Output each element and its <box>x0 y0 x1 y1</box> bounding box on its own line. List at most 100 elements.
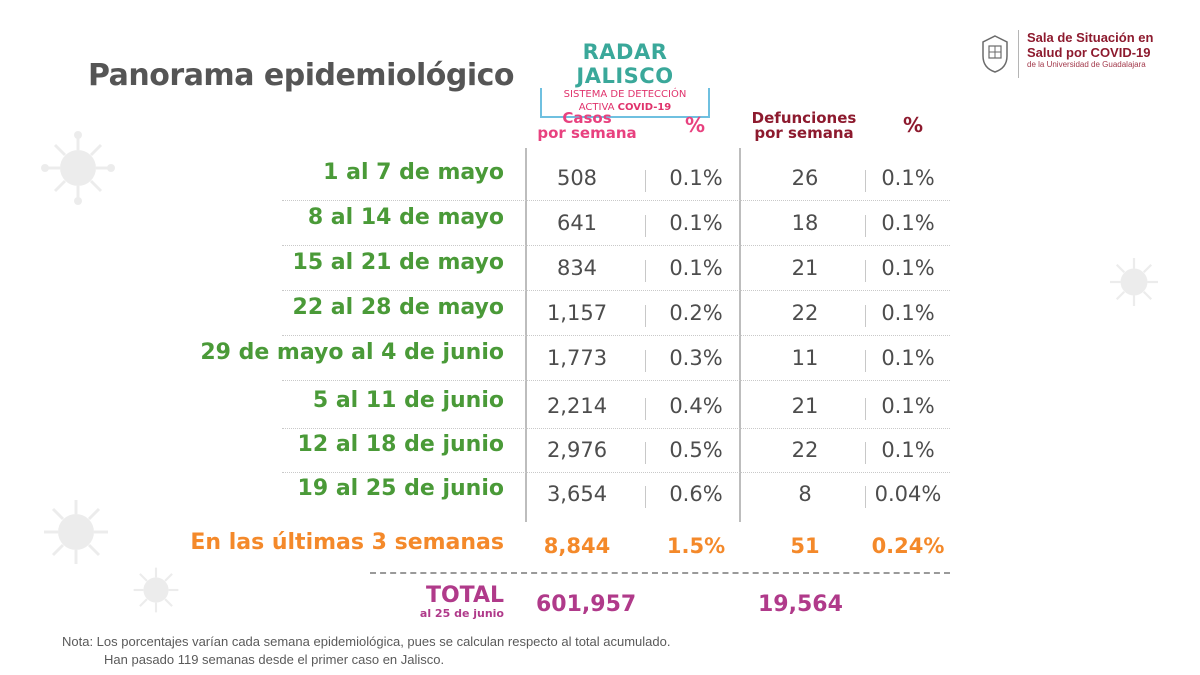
cell-separator <box>865 350 866 372</box>
week-label: 22 al 28 de mayo <box>292 295 504 320</box>
cell-separator <box>645 305 646 327</box>
summary-label: En las últimas 3 semanas <box>190 530 504 555</box>
total-cases-value: 601,957 <box>536 592 637 617</box>
row-divider <box>282 200 950 201</box>
cases-value: 2,976 <box>546 438 608 462</box>
row-divider <box>282 245 950 246</box>
total-date: al 25 de junio <box>419 607 504 620</box>
cell-separator <box>645 260 646 282</box>
deaths-pct-value: 0.1% <box>881 256 935 280</box>
column-header-deaths-line1: Defunciones <box>751 109 857 127</box>
cell-separator <box>645 486 646 508</box>
week-label: 29 de mayo al 4 de junio <box>200 340 504 365</box>
cases-pct-value: 0.1% <box>669 211 723 235</box>
deaths-pct-value: 0.1% <box>881 438 935 462</box>
deaths-value: 8 <box>798 482 812 506</box>
page-title: Panorama epidemiológico <box>88 58 515 93</box>
week-label: 19 al 25 de junio <box>297 476 504 501</box>
virus-icon <box>41 131 115 205</box>
cases-value: 641 <box>556 211 598 235</box>
university-seal-icon <box>982 35 1008 73</box>
cases-pct-value: 0.4% <box>669 394 723 418</box>
summary-cases-value: 8,844 <box>543 534 611 558</box>
cases-value: 3,654 <box>546 482 608 506</box>
cases-pct-value: 0.1% <box>669 166 723 190</box>
row-divider <box>282 290 950 291</box>
radar-subtitle-line1: SISTEMA DE DETECCIÓN <box>563 89 687 100</box>
cases-value: 834 <box>556 256 598 280</box>
cases-value: 1,773 <box>546 346 608 370</box>
summary-cases-pct-value: 1.5% <box>666 534 726 558</box>
deaths-value: 21 <box>791 394 819 418</box>
deaths-pct-value: 0.1% <box>881 346 935 370</box>
deaths-value: 11 <box>791 346 819 370</box>
radar-jalisco-logo: RADAR JALISCO SISTEMA DE DETECCIÓN ACTIV… <box>532 40 718 118</box>
cell-separator <box>865 305 866 327</box>
cell-separator <box>645 215 646 237</box>
brand-line3: de la Universidad de Guadalajara <box>1027 60 1146 69</box>
brand-line1: Sala de Situación en <box>1027 30 1154 45</box>
week-label: 8 al 14 de mayo <box>307 205 504 230</box>
table-row: 15 al 21 de mayo 834 0.1% 21 0.1% <box>0 250 1200 294</box>
column-header-deaths-pct: % <box>902 113 924 137</box>
summary-deaths-pct-value: 0.24% <box>871 534 945 558</box>
table-row: 8 al 14 de mayo 641 0.1% 18 0.1% <box>0 205 1200 249</box>
summary-row: En las últimas 3 semanas 8,844 1.5% 51 0… <box>0 530 1200 564</box>
week-label: 1 al 7 de mayo <box>323 160 504 185</box>
footnote: Nota: Los porcentajes varían cada semana… <box>62 633 670 669</box>
summary-deaths-value: 51 <box>790 534 820 558</box>
deaths-value: 18 <box>791 211 819 235</box>
radar-subtitle-pre: ACTIVA <box>578 102 615 113</box>
row-divider <box>282 380 950 381</box>
brand-divider <box>1018 30 1019 78</box>
deaths-pct-value: 0.1% <box>881 301 935 325</box>
virus-icon <box>1110 258 1158 306</box>
deaths-pct-value: 0.04% <box>874 482 942 506</box>
row-divider <box>282 335 950 336</box>
brand-text: Sala de Situación en Salud por COVID-19 … <box>1027 30 1153 69</box>
radar-title: RADAR JALISCO <box>576 40 674 88</box>
deaths-pct-value: 0.1% <box>881 394 935 418</box>
cases-value: 1,157 <box>546 301 608 325</box>
total-divider <box>370 572 950 574</box>
table-row: 12 al 18 de junio 2,976 0.5% 22 0.1% <box>0 432 1200 476</box>
cell-separator <box>645 170 646 192</box>
deaths-value: 22 <box>791 438 819 462</box>
cell-separator <box>645 350 646 372</box>
cell-separator <box>865 170 866 192</box>
total-deaths-value: 19,564 <box>758 592 843 617</box>
cell-separator <box>865 215 866 237</box>
cases-pct-value: 0.3% <box>669 346 723 370</box>
column-header-cases-line2: por semana <box>537 124 637 142</box>
cases-value: 2,214 <box>546 394 608 418</box>
virus-icon <box>133 567 179 613</box>
cases-pct-value: 0.6% <box>669 482 723 506</box>
total-title: TOTAL <box>425 583 504 608</box>
footnote-line2: Han pasado 119 semanas desde el primer c… <box>104 652 445 667</box>
brand-line2: Salud por COVID-19 <box>1027 45 1151 60</box>
radar-subtitle-bold: COVID-19 <box>617 102 672 113</box>
column-header-cases-pct: % <box>684 113 706 137</box>
deaths-pct-value: 0.1% <box>881 166 935 190</box>
column-header-cases: Casos por semana <box>532 111 642 141</box>
column-header-deaths: Defunciones por semana <box>742 111 866 141</box>
deaths-pct-value: 0.1% <box>881 211 935 235</box>
week-label: 5 al 11 de junio <box>312 388 504 413</box>
cell-separator <box>865 260 866 282</box>
row-divider <box>282 428 950 429</box>
cell-separator <box>865 398 866 420</box>
cases-value: 508 <box>556 166 598 190</box>
virus-icon <box>44 500 108 564</box>
table-row: 29 de mayo al 4 de junio 1,773 0.3% 11 0… <box>0 340 1200 384</box>
week-label: 12 al 18 de junio <box>297 432 504 457</box>
column-header-deaths-line2: por semana <box>754 124 854 142</box>
cell-separator <box>865 486 866 508</box>
table-row: 19 al 25 de junio 3,654 0.6% 8 0.04% <box>0 476 1200 520</box>
radar-subtitle: SISTEMA DE DETECCIÓN ACTIVA COVID-19 <box>540 88 710 118</box>
radar-subtitle-line2: ACTIVA COVID-19 <box>542 101 708 114</box>
cases-pct-value: 0.2% <box>669 301 723 325</box>
cell-separator <box>645 398 646 420</box>
deaths-value: 21 <box>791 256 819 280</box>
footnote-line1: Nota: Los porcentajes varían cada semana… <box>62 634 671 649</box>
deaths-value: 22 <box>791 301 819 325</box>
